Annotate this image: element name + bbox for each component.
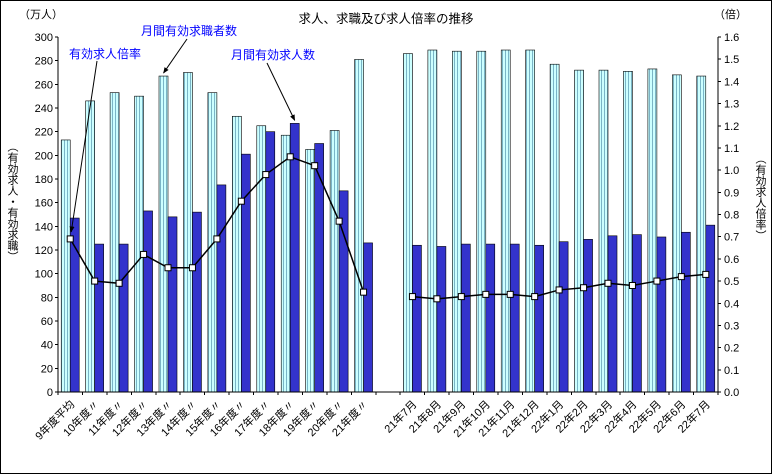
svg-text:240: 240: [35, 103, 53, 115]
svg-text:0.2: 0.2: [724, 343, 739, 355]
svg-text:140: 140: [35, 221, 53, 233]
svg-text:0.5: 0.5: [724, 276, 739, 288]
right-axis-unit-label: （倍）: [714, 9, 747, 21]
svg-text:20: 20: [41, 363, 53, 375]
svg-text:220: 220: [35, 127, 53, 139]
svg-text:40: 40: [41, 340, 53, 352]
svg-text:0.3: 0.3: [724, 320, 739, 332]
svg-text:180: 180: [35, 174, 53, 186]
svg-text:260: 260: [35, 79, 53, 91]
svg-text:1.1: 1.1: [724, 143, 739, 155]
svg-text:0.1: 0.1: [724, 365, 739, 377]
annotation-job-openings-label: 月間有効求人数: [231, 48, 316, 62]
svg-text:300: 300: [35, 32, 53, 44]
svg-text:1.0: 1.0: [724, 165, 739, 177]
left-axis-title: （有効求人・有効求職）: [6, 141, 18, 262]
svg-text:1.5: 1.5: [724, 54, 739, 66]
svg-text:0.4: 0.4: [724, 298, 739, 310]
chart-title: 求人、求職及び求人倍率の推移: [298, 12, 474, 26]
right-axis-title: （有効求人倍率）: [754, 153, 766, 241]
svg-text:80: 80: [41, 292, 53, 304]
annotation-job-ratio-label: 有効求人倍率: [69, 47, 142, 61]
svg-text:60: 60: [41, 316, 53, 328]
svg-text:160: 160: [35, 198, 53, 210]
left-axis-unit-label: （万人）: [19, 9, 63, 21]
svg-text:280: 280: [35, 56, 53, 68]
svg-text:200: 200: [35, 150, 53, 162]
svg-text:0: 0: [47, 387, 53, 399]
svg-text:1.6: 1.6: [724, 32, 739, 44]
svg-text:1.3: 1.3: [724, 99, 739, 111]
svg-text:1.4: 1.4: [724, 76, 739, 88]
svg-text:0.8: 0.8: [724, 210, 739, 222]
annotation-job-seekers-label: 月間有効求職者数: [141, 24, 238, 38]
svg-text:0.0: 0.0: [724, 387, 739, 399]
svg-text:120: 120: [35, 245, 53, 257]
svg-text:0.6: 0.6: [724, 254, 739, 266]
svg-text:1.2: 1.2: [724, 121, 739, 133]
svg-text:0.9: 0.9: [724, 187, 739, 199]
svg-text:100: 100: [35, 269, 53, 281]
svg-text:0.7: 0.7: [724, 232, 739, 244]
